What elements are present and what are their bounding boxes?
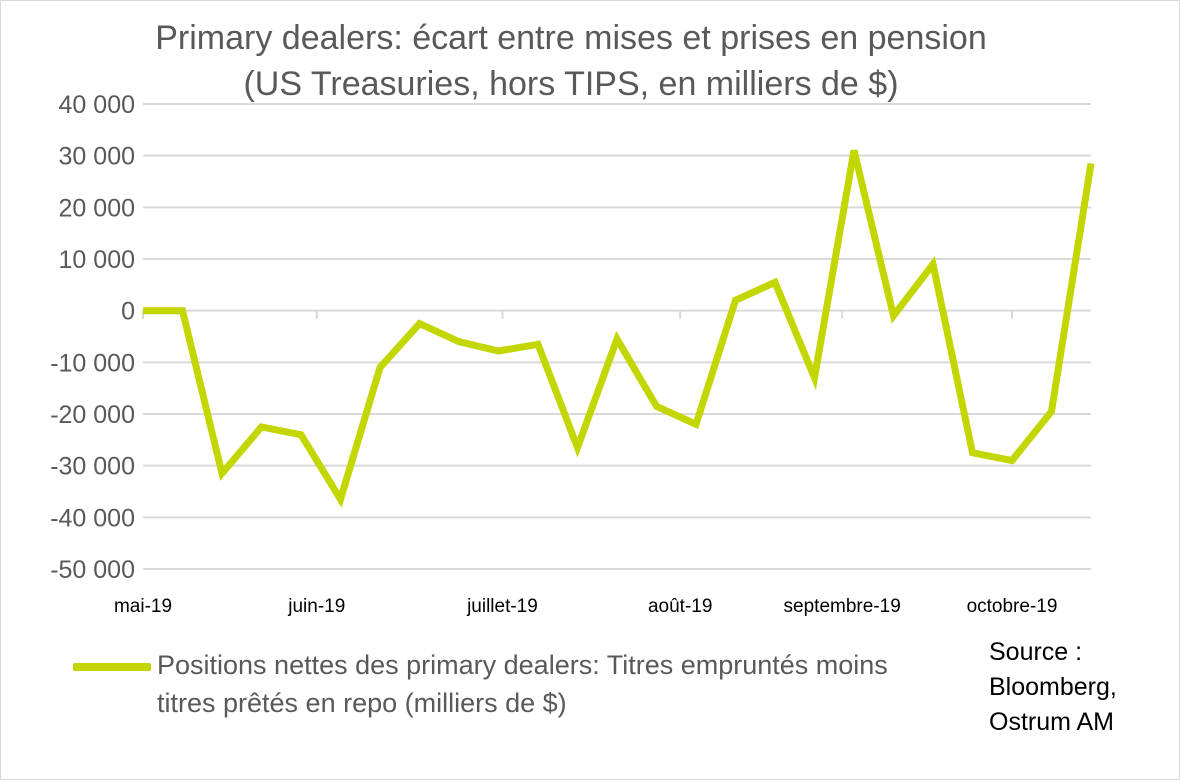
- y-tick-label: 10 000: [59, 246, 135, 274]
- y-tick-label: 30 000: [59, 143, 135, 171]
- chart-title-block: Primary dealers: écart entre mises et pr…: [61, 15, 1081, 107]
- y-tick-label: -40 000: [50, 504, 135, 532]
- x-tick-label: octobre-19: [967, 596, 1058, 617]
- y-tick-label: -30 000: [50, 453, 135, 481]
- x-tick-label: août-19: [648, 596, 712, 617]
- y-tick-label: 20 000: [59, 194, 135, 222]
- x-tick-label: juillet-19: [466, 596, 538, 617]
- y-tick-label: -10 000: [50, 349, 135, 377]
- x-tick-label: septembre-19: [784, 596, 901, 617]
- x-tick-label: juin-19: [287, 596, 345, 617]
- chart-subtitle: (US Treasuries, hors TIPS, en milliers d…: [243, 65, 899, 103]
- x-tick-label: mai-19: [114, 596, 172, 617]
- y-tick-label: 40 000: [59, 91, 135, 119]
- series-line: [143, 149, 1095, 508]
- legend: Positions nettes des primary dealers: Ti…: [73, 646, 953, 722]
- legend-label: Positions nettes des primary dealers: Ti…: [157, 650, 888, 718]
- y-tick-label: 0: [121, 298, 135, 326]
- chart-title: Primary dealers: écart entre mises et pr…: [155, 19, 987, 57]
- legend-swatch: [73, 663, 151, 671]
- source-note: Source : Bloomberg, Ostrum AM: [989, 638, 1117, 736]
- y-tick-label: -50 000: [50, 556, 135, 584]
- y-tick-label: -20 000: [50, 401, 135, 429]
